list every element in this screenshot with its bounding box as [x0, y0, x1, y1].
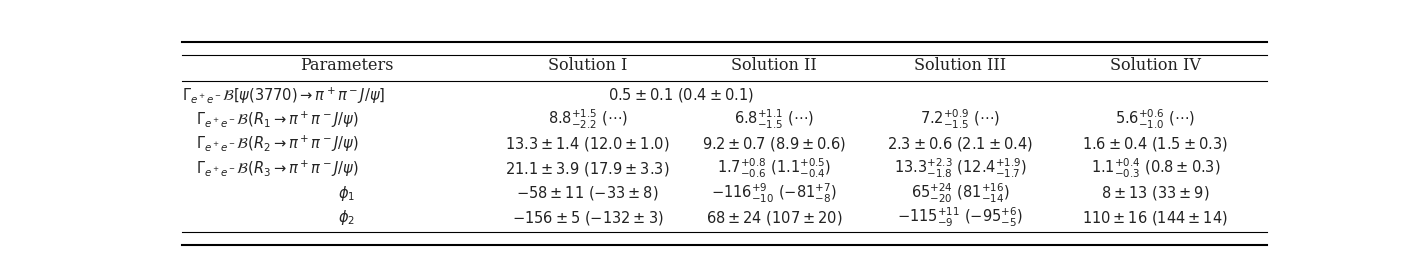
Text: $5.6^{+0.6}_{-1.0}\ (\cdots)$: $5.6^{+0.6}_{-1.0}\ (\cdots)$ — [1116, 108, 1195, 131]
Text: Parameters: Parameters — [300, 57, 393, 74]
Text: $\quad\Gamma_{e^+e^-}\mathcal{B}(R_1\rightarrow\pi^+\pi^- J/\psi)$: $\quad\Gamma_{e^+e^-}\mathcal{B}(R_1\rig… — [182, 110, 359, 130]
Text: $8\pm13\ (33\pm9)$: $8\pm13\ (33\pm9)$ — [1102, 184, 1209, 202]
Text: $1.1^{+0.4}_{-0.3}\ (0.8\pm0.3)$: $1.1^{+0.4}_{-0.3}\ (0.8\pm0.3)$ — [1090, 157, 1220, 180]
Text: $13.3^{+2.3}_{-1.8}\ (12.4^{+1.9}_{-1.7})$: $13.3^{+2.3}_{-1.8}\ (12.4^{+1.9}_{-1.7}… — [894, 157, 1027, 180]
Text: Solution I: Solution I — [549, 57, 628, 74]
Text: $\Gamma_{e^+e^-}\mathcal{B}[\psi(3770)\rightarrow\pi^+\pi^- J/\psi]$: $\Gamma_{e^+e^-}\mathcal{B}[\psi(3770)\r… — [182, 85, 386, 106]
Text: $1.6\pm0.4\ (1.5\pm0.3)$: $1.6\pm0.4\ (1.5\pm0.3)$ — [1083, 135, 1229, 153]
Text: Solution III: Solution III — [915, 57, 1007, 74]
Text: $\phi_1$: $\phi_1$ — [338, 184, 355, 203]
Text: $7.2^{+0.9}_{-1.5}\ (\cdots)$: $7.2^{+0.9}_{-1.5}\ (\cdots)$ — [921, 108, 1000, 131]
Text: Solution II: Solution II — [731, 57, 817, 74]
Text: $6.8^{+1.1}_{-1.5}\ (\cdots)$: $6.8^{+1.1}_{-1.5}\ (\cdots)$ — [734, 108, 814, 131]
Text: $\quad\Gamma_{e^+e^-}\mathcal{B}(R_3\rightarrow\pi^+\pi^- J/\psi)$: $\quad\Gamma_{e^+e^-}\mathcal{B}(R_3\rig… — [182, 158, 359, 179]
Text: $-115^{+11}_{-9}\ (-95^{+6}_{-5})$: $-115^{+11}_{-9}\ (-95^{+6}_{-5})$ — [898, 206, 1024, 229]
Text: $65^{+24}_{-20}\ (81^{+16}_{-14})$: $65^{+24}_{-20}\ (81^{+16}_{-14})$ — [911, 181, 1010, 205]
Text: $2.3\pm0.6\ (2.1\pm0.4)$: $2.3\pm0.6\ (2.1\pm0.4)$ — [888, 135, 1034, 153]
Text: $13.3\pm1.4\ (12.0\pm1.0)$: $13.3\pm1.4\ (12.0\pm1.0)$ — [505, 135, 670, 153]
Text: $21.1\pm3.9\ (17.9\pm3.3)$: $21.1\pm3.9\ (17.9\pm3.3)$ — [505, 160, 670, 178]
Text: $-156\pm5\ (-132\pm3)$: $-156\pm5\ (-132\pm3)$ — [512, 209, 663, 227]
Text: $9.2\pm0.7\ (8.9\pm0.6)$: $9.2\pm0.7\ (8.9\pm0.6)$ — [701, 135, 846, 153]
Text: $-116^{+9}_{-10}\ (-81^{+7}_{-8})$: $-116^{+9}_{-10}\ (-81^{+7}_{-8})$ — [711, 181, 837, 205]
Text: $8.8^{+1.5}_{-2.2}\ (\cdots)$: $8.8^{+1.5}_{-2.2}\ (\cdots)$ — [547, 108, 628, 131]
Text: Solution IV: Solution IV — [1110, 57, 1200, 74]
Text: $\quad\Gamma_{e^+e^-}\mathcal{B}(R_2\rightarrow\pi^+\pi^- J/\psi)$: $\quad\Gamma_{e^+e^-}\mathcal{B}(R_2\rig… — [182, 134, 359, 155]
Text: $-58\pm11\ (-33\pm8)$: $-58\pm11\ (-33\pm8)$ — [516, 184, 659, 202]
Text: $1.7^{+0.8}_{-0.6}\ (1.1^{+0.5}_{-0.4})$: $1.7^{+0.8}_{-0.6}\ (1.1^{+0.5}_{-0.4})$ — [717, 157, 831, 180]
Text: $110\pm16\ (144\pm14)$: $110\pm16\ (144\pm14)$ — [1083, 209, 1229, 227]
Text: $68\pm24\ (107\pm20)$: $68\pm24\ (107\pm20)$ — [706, 209, 843, 227]
Text: $\phi_2$: $\phi_2$ — [338, 208, 355, 227]
Text: $0.5\pm0.1\ (0.4\pm0.1)$: $0.5\pm0.1\ (0.4\pm0.1)$ — [608, 87, 754, 104]
